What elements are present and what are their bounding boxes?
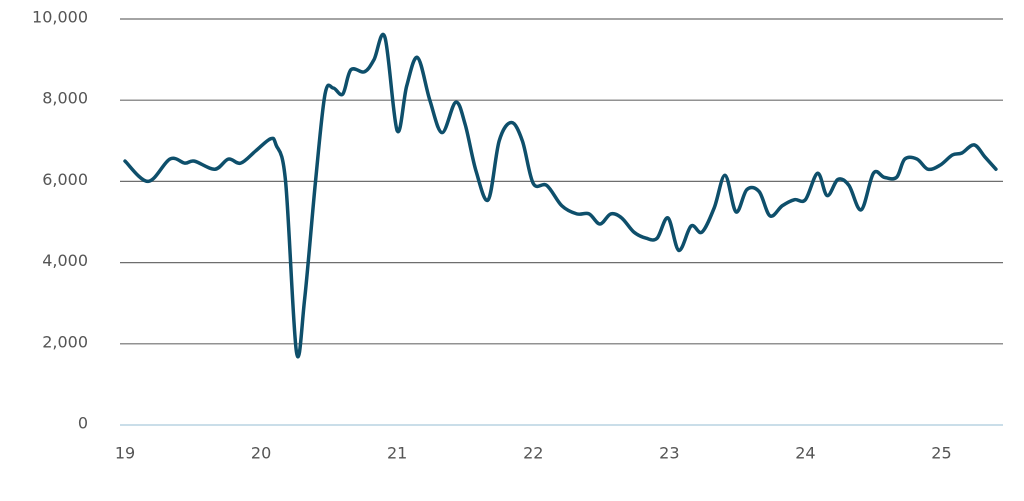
- y-tick-label: 4,000: [42, 251, 88, 270]
- y-tick-label: 8,000: [42, 89, 88, 108]
- x-tick-label: 20: [251, 444, 271, 463]
- x-tick-label: 23: [659, 444, 679, 463]
- x-tick-label: 22: [523, 444, 543, 463]
- y-tick-label: 10,000: [32, 8, 88, 27]
- y-tick-label: 2,000: [42, 332, 88, 351]
- x-tick-label: 24: [795, 444, 815, 463]
- x-tick-label: 25: [931, 444, 951, 463]
- y-tick-label: 0: [78, 414, 88, 433]
- x-tick-label: 19: [115, 444, 135, 463]
- y-tick-label: 6,000: [42, 170, 88, 189]
- x-tick-label: 21: [387, 444, 407, 463]
- data-line: [123, 32, 998, 359]
